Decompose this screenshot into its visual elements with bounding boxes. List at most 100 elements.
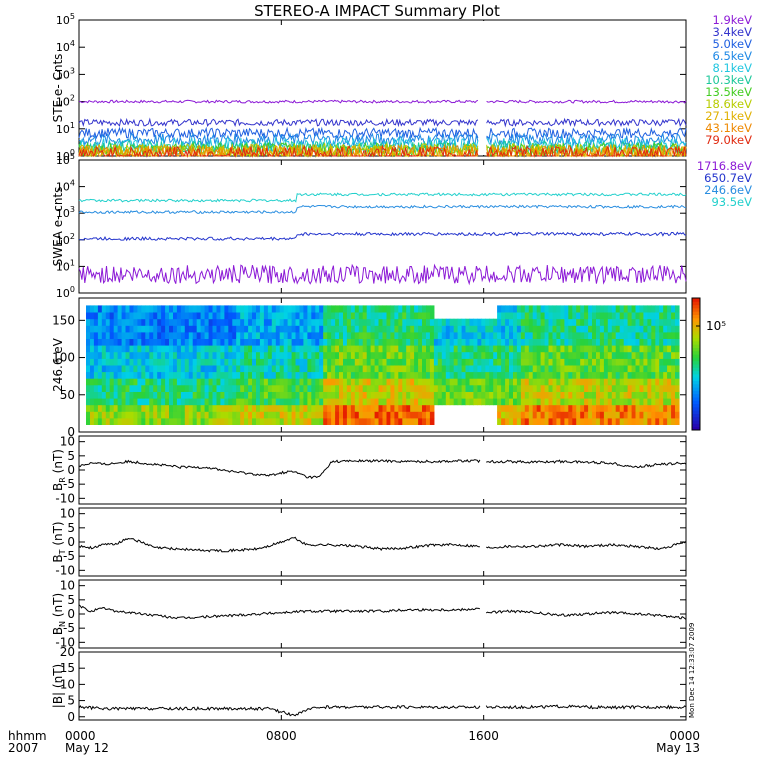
heatmap-cell (295, 345, 301, 353)
heatmap-cell (402, 325, 407, 333)
heatmap-cell (145, 331, 150, 339)
heatmap-cell (394, 305, 399, 313)
heatmap-cell (619, 331, 625, 339)
heatmap-cell (441, 371, 447, 379)
heatmap-cell (651, 351, 656, 359)
heatmap-cell (556, 358, 561, 366)
heatmap-cell (623, 411, 629, 419)
ste-legend-entry: 43.1keV (705, 121, 752, 135)
heatmap-cell (667, 345, 672, 353)
heatmap-cell (275, 338, 281, 346)
heatmap-cell (406, 312, 411, 320)
colorbar-step (692, 410, 700, 414)
heatmap-cell (105, 318, 111, 326)
heatmap-cell (398, 378, 403, 386)
heatmap-cell (173, 331, 178, 339)
heatmap-cell (323, 318, 328, 326)
heatmap-cell (267, 312, 273, 320)
heatmap-cell (240, 331, 245, 339)
heatmap-cell (109, 417, 115, 425)
heatmap-cell (552, 398, 558, 406)
heatmap-cell (86, 312, 91, 320)
heatmap-cell (493, 358, 498, 366)
heatmap-cell (643, 331, 648, 339)
heatmap-cell (335, 351, 340, 359)
heatmap-cell (651, 378, 656, 386)
heatmap-cell (358, 331, 364, 339)
heatmap-cell (180, 378, 186, 386)
heatmap-cell (410, 305, 415, 313)
heatmap-cell (402, 417, 407, 425)
heatmap-cell (631, 325, 637, 333)
heatmap-cell (469, 365, 475, 373)
heatmap-cell (287, 384, 293, 392)
heatmap-cell (639, 365, 645, 373)
heatmap-cell (252, 417, 257, 425)
heatmap-cell (493, 371, 498, 379)
heatmap-cell (327, 318, 332, 326)
heatmap-cell (422, 338, 427, 346)
pad-ytick-label: 0 (67, 425, 75, 439)
heatmap-cell (307, 325, 312, 333)
pad-frame (78, 297, 687, 433)
heatmap-cell (584, 365, 589, 373)
heatmap-cell (505, 318, 510, 326)
heatmap-cell (449, 351, 455, 359)
heatmap-cell (568, 345, 573, 353)
heatmap-cell (667, 398, 672, 406)
heatmap-cell (267, 318, 273, 326)
heatmap-cell (283, 331, 289, 339)
heatmap-cell (596, 378, 601, 386)
heatmap-cell (611, 404, 617, 412)
heatmap-cell (354, 351, 360, 359)
heatmap-cell (244, 345, 249, 353)
heatmap-cell (627, 378, 633, 386)
colorbar-step (692, 344, 700, 348)
heatmap-cell (176, 325, 182, 333)
heatmap-cell (469, 331, 475, 339)
heatmap-cell (394, 338, 399, 346)
heatmap-cell (655, 345, 660, 353)
heatmap-cell (180, 411, 186, 419)
heatmap-cell (165, 318, 170, 326)
heatmap-cell (303, 351, 308, 359)
heatmap-cell (129, 371, 135, 379)
heatmap-cell (291, 417, 297, 425)
heatmap-cell (86, 404, 91, 412)
heatmap-cell (402, 358, 407, 366)
heatmap-cell (303, 365, 308, 373)
ste-legend-entry: 10.3keV (705, 73, 752, 87)
heatmap-cell (200, 305, 206, 313)
heatmap-cell (311, 325, 316, 333)
heatmap-cell (259, 398, 265, 406)
heatmap-cell (244, 331, 249, 339)
heatmap-cell (346, 365, 352, 373)
heatmap-cell (410, 312, 415, 320)
heatmap-cell (180, 398, 186, 406)
heatmap-cell (271, 312, 277, 320)
heatmap-cell (639, 391, 645, 399)
heatmap-cell (675, 365, 680, 373)
heatmap-cell (497, 325, 502, 333)
heatmap-cell (275, 305, 281, 313)
heatmap-cell (315, 318, 320, 326)
heatmap-cell (497, 411, 502, 419)
heatmap-cell (552, 325, 558, 333)
heatmap-cell (398, 384, 403, 392)
heatmap-cell (180, 384, 186, 392)
heatmap-cell (109, 398, 115, 406)
heatmap-cell (141, 398, 146, 406)
heatmap-cell (263, 325, 269, 333)
heatmap-cell (485, 318, 490, 326)
heatmap-cell (635, 371, 641, 379)
heatmap-cell (422, 318, 427, 326)
heatmap-cell (346, 378, 352, 386)
heatmap-cell (259, 351, 265, 359)
heatmap-cell (350, 351, 356, 359)
heatmap-cell (441, 345, 447, 353)
heatmap-cell (113, 358, 119, 366)
heatmap-cell (101, 384, 107, 392)
heatmap-cell (544, 378, 550, 386)
heatmap-cell (295, 391, 301, 399)
heatmap-cell (675, 404, 680, 412)
